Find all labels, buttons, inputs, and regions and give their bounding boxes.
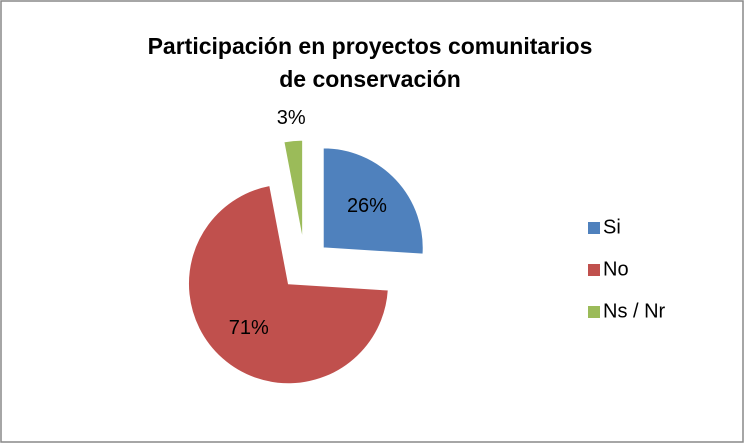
chart-title: Participación en proyectos comunitarios — [148, 33, 593, 59]
pie-slice — [322, 147, 424, 255]
data-label: 71% — [229, 317, 269, 339]
legend-swatch — [588, 306, 600, 318]
data-label: 26% — [347, 195, 387, 217]
legend-label: Ns / Nr — [603, 300, 666, 322]
legend-swatch — [588, 222, 600, 234]
legend-label: No — [603, 258, 629, 280]
pie-slice — [187, 184, 389, 385]
pie-slice — [283, 139, 304, 241]
legend-label: Si — [603, 216, 621, 238]
chart-title: de conservación — [279, 66, 461, 92]
legend-swatch — [588, 264, 600, 276]
data-label: 3% — [277, 107, 306, 129]
